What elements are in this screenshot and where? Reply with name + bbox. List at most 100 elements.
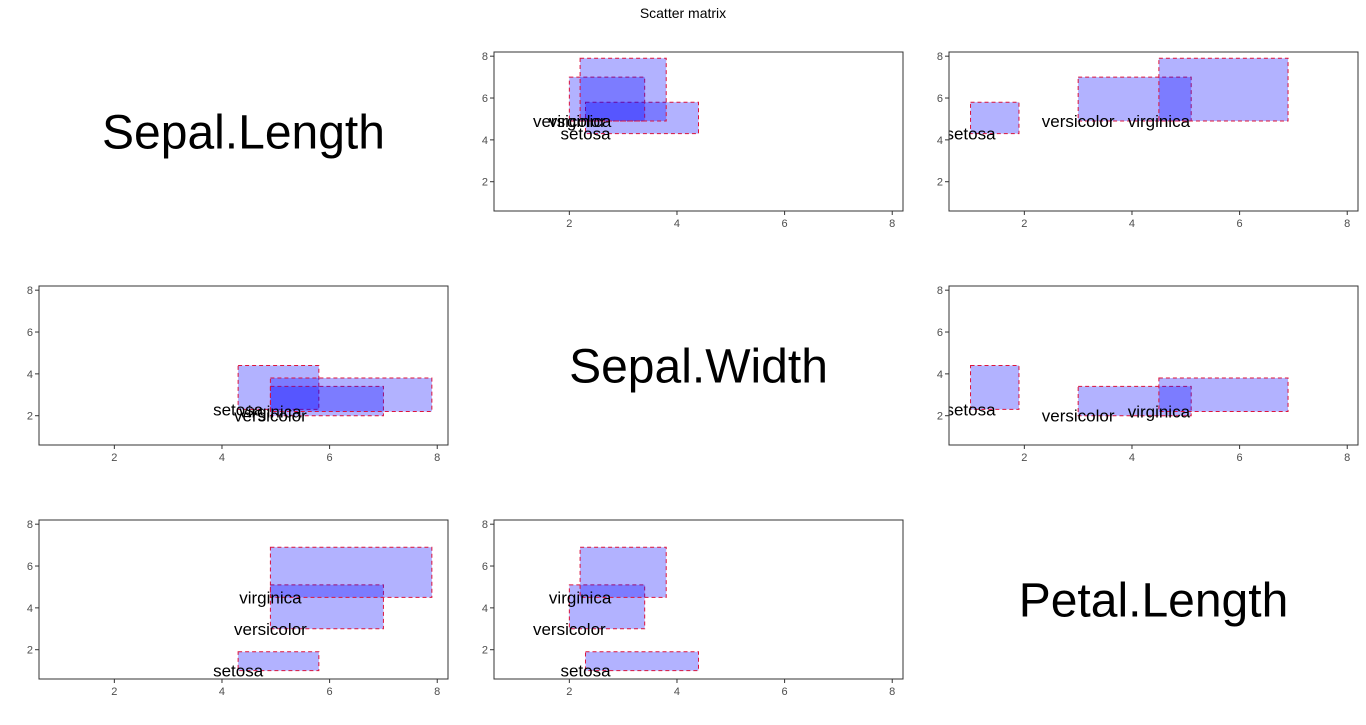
- group-label-virginica: virginica: [549, 112, 612, 131]
- y-tick-label: 4: [937, 369, 943, 381]
- y-tick-label: 2: [482, 645, 488, 657]
- x-tick-label: 4: [219, 686, 225, 698]
- panel-border: [948, 285, 1359, 446]
- y-tick-label: 6: [27, 561, 33, 573]
- panel-border: [948, 51, 1359, 212]
- group-label-setosa: setosa: [945, 400, 996, 419]
- x-tick-label: 4: [674, 218, 680, 230]
- range-rect-setosa: [237, 651, 320, 672]
- y-tick-label: 8: [937, 285, 943, 297]
- group-label-versicolor: versicolor: [533, 112, 606, 131]
- y-tick-label: 2: [482, 177, 488, 189]
- x-tick-label: 2: [566, 218, 572, 230]
- panel-border: [38, 285, 449, 446]
- range-rect-versicolor: [269, 385, 384, 417]
- x-tick-label: 6: [1237, 452, 1243, 464]
- y-tick-label: 4: [482, 135, 488, 147]
- group-label-versicolor: versicolor: [1042, 407, 1115, 426]
- x-tick-label: 8: [434, 452, 440, 464]
- chart-title: Scatter matrix: [640, 5, 726, 21]
- x-tick-label: 8: [889, 218, 895, 230]
- x-tick-label: 2: [566, 686, 572, 698]
- panel-plot-area: setosa versicolor virginica: [945, 365, 1289, 426]
- x-tick-label: 2: [1021, 218, 1027, 230]
- group-label-virginica: virginica: [1128, 403, 1191, 422]
- y-tick-label: 2: [937, 177, 943, 189]
- panel-petal-length-vs-sepal-length: setosa versicolor virginica 2 4 6 8 2 4 6 8: [27, 519, 449, 698]
- panel-border: [493, 519, 904, 680]
- x-tick-label: 6: [782, 218, 788, 230]
- panel-petal-length-vs-sepal-width: setosa versicolor virginica 2 4 6 8 2 4 6 8: [482, 519, 904, 698]
- group-label-setosa: setosa: [560, 662, 611, 681]
- range-rect-setosa: [970, 365, 1020, 410]
- range-rect-versicolor: [1077, 385, 1192, 417]
- x-tick-label: 4: [1129, 452, 1135, 464]
- x-tick-label: 8: [1344, 218, 1350, 230]
- range-rect-virginica: [579, 546, 667, 598]
- diagonal-label-petal-length: Petal.Length: [1019, 575, 1289, 628]
- diagonal-label-sepal-width: Sepal.Width: [569, 341, 828, 394]
- y-tick-label: 8: [27, 285, 33, 297]
- panel-border: [493, 51, 904, 212]
- group-label-versicolor: versicolor: [234, 620, 307, 639]
- range-rect-virginica: [269, 546, 433, 598]
- range-rect-virginica: [1158, 377, 1289, 413]
- group-label-virginica: virginica: [549, 588, 612, 607]
- range-rect-setosa: [237, 365, 320, 410]
- y-tick-label: 2: [27, 411, 33, 423]
- range-rect-versicolor: [1077, 76, 1192, 122]
- y-tick-label: 4: [27, 369, 33, 381]
- y-tick-label: 4: [482, 603, 488, 615]
- range-rect-setosa: [970, 101, 1020, 135]
- panel-plot-area: setosa versicolor virginica: [213, 546, 433, 681]
- y-tick-label: 4: [27, 603, 33, 615]
- group-label-versicolor: versicolor: [1042, 112, 1115, 131]
- x-tick-label: 8: [434, 686, 440, 698]
- group-label-setosa: setosa: [213, 400, 264, 419]
- x-tick-label: 8: [1344, 452, 1350, 464]
- x-tick-label: 4: [219, 452, 225, 464]
- y-tick-label: 8: [937, 51, 943, 63]
- range-rect-virginica: [269, 377, 433, 413]
- y-tick-label: 6: [937, 93, 943, 105]
- x-tick-label: 2: [111, 452, 117, 464]
- group-label-setosa: setosa: [213, 662, 264, 681]
- y-tick-label: 6: [482, 93, 488, 105]
- panel-plot-area: setosa versicolor virginica: [945, 57, 1289, 144]
- y-tick-label: 8: [482, 519, 488, 531]
- x-tick-label: 4: [674, 686, 680, 698]
- x-tick-label: 6: [782, 686, 788, 698]
- y-tick-label: 8: [27, 519, 33, 531]
- group-label-setosa: setosa: [945, 125, 996, 144]
- group-label-virginica: virginica: [239, 588, 302, 607]
- range-rect-virginica: [1158, 57, 1289, 122]
- panel-sepal-length-vs-petal-length: setosa versicolor virginica 2 4 6 8 2 4 6 8: [937, 51, 1359, 230]
- panel-border: [38, 519, 449, 680]
- range-rect-versicolor: [568, 584, 646, 630]
- x-tick-label: 2: [111, 686, 117, 698]
- x-tick-label: 8: [889, 686, 895, 698]
- y-tick-label: 6: [27, 327, 33, 339]
- x-tick-label: 2: [1021, 452, 1027, 464]
- y-tick-label: 6: [482, 561, 488, 573]
- group-label-virginica: virginica: [239, 403, 302, 422]
- y-tick-label: 2: [937, 411, 943, 423]
- x-tick-label: 6: [327, 686, 333, 698]
- y-tick-label: 4: [937, 135, 943, 147]
- group-label-virginica: virginica: [1128, 112, 1191, 131]
- panel-plot-area: setosa versicolor virginica: [533, 546, 699, 681]
- group-label-versicolor: versicolor: [234, 407, 307, 426]
- x-tick-label: 6: [1237, 218, 1243, 230]
- x-tick-label: 4: [1129, 218, 1135, 230]
- range-rect-versicolor: [568, 76, 646, 122]
- group-label-versicolor: versicolor: [533, 620, 606, 639]
- y-tick-label: 6: [937, 327, 943, 339]
- y-tick-label: 8: [482, 51, 488, 63]
- panel-sepal-width-vs-petal-length: setosa versicolor virginica 2 4 6 8 2 4 6 8: [937, 285, 1359, 464]
- range-rect-setosa: [584, 651, 699, 672]
- x-tick-label: 6: [327, 452, 333, 464]
